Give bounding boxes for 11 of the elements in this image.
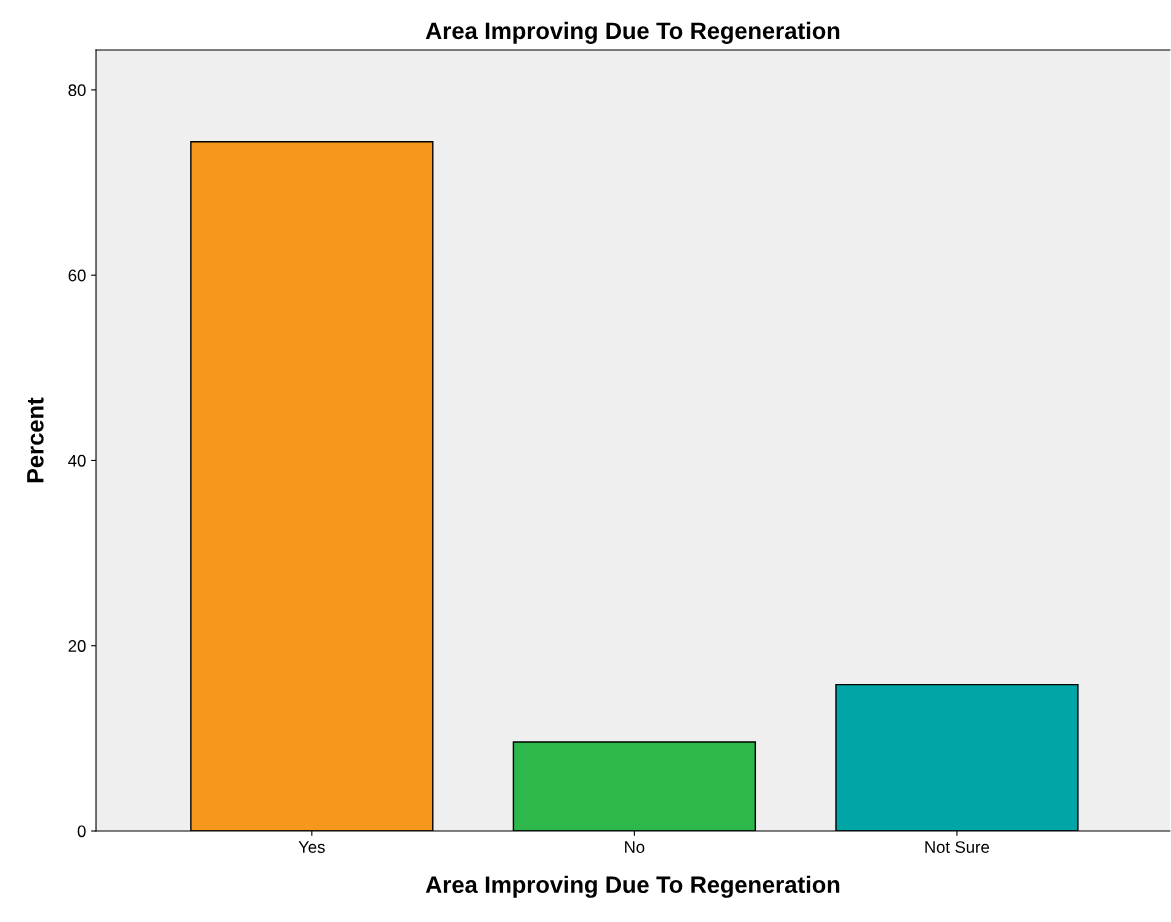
chart-title: Area Improving Due To Regeneration (425, 21, 840, 44)
y-tick-label: 20 (68, 640, 86, 652)
y-tick-label: 80 (68, 84, 86, 97)
y-tick-label: 40 (68, 454, 86, 467)
x-tick-label: Yes (298, 841, 325, 853)
x-tick-label: Not Sure (925, 841, 990, 853)
x-axis-title: Area Improving Due To Regeneration (425, 875, 840, 898)
y-axis-title: Percent (27, 397, 44, 483)
x-tick-label: No (625, 841, 645, 853)
y-tick-label: 0 (77, 825, 86, 838)
y-tick-label: 60 (68, 269, 86, 282)
